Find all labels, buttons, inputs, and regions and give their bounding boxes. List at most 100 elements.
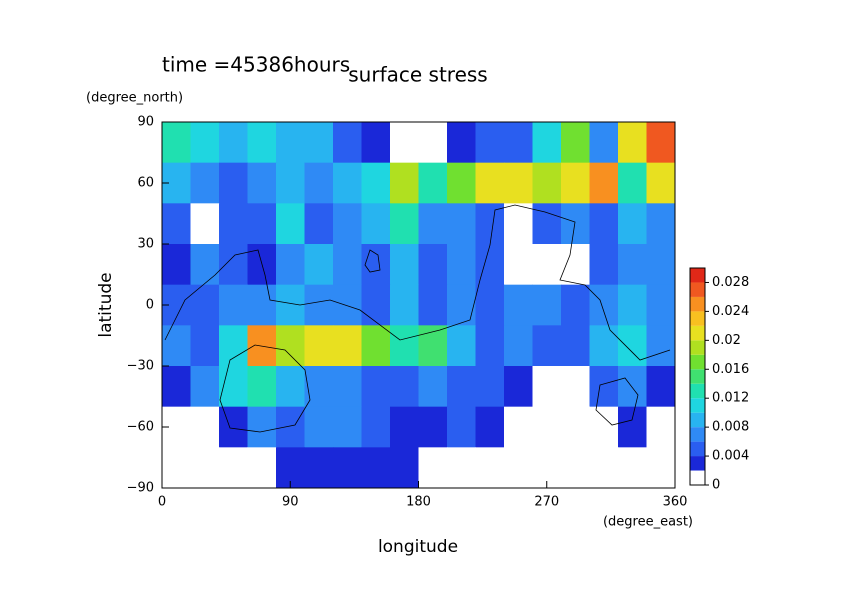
- cell: [162, 244, 191, 286]
- cell: [532, 366, 562, 408]
- cell: [190, 325, 220, 367]
- cell: [361, 122, 391, 164]
- cell: [247, 162, 277, 204]
- cell: [504, 284, 533, 326]
- colorbar-swatch: [690, 325, 705, 341]
- cell: [390, 122, 419, 164]
- cell: [646, 325, 676, 367]
- cell: [247, 366, 277, 408]
- colorbar-swatch: [690, 383, 705, 399]
- colorbar-swatch: [690, 296, 705, 312]
- cell: [589, 366, 619, 408]
- cell: [618, 447, 647, 489]
- cell: [561, 244, 590, 286]
- cell: [646, 162, 676, 204]
- cell: [447, 447, 476, 489]
- cell: [618, 325, 647, 367]
- cell: [333, 162, 362, 204]
- cell: [333, 447, 362, 489]
- cell: [532, 325, 562, 367]
- cell: [447, 366, 476, 408]
- cell: [646, 122, 676, 164]
- subtitle: time =45386hours: [162, 53, 350, 77]
- cell: [561, 366, 590, 408]
- cell: [561, 406, 590, 448]
- cell: [361, 325, 391, 367]
- cell: [276, 162, 305, 204]
- coastlines: [164, 204, 671, 433]
- x-tick-label: 0: [158, 495, 166, 510]
- cell: [561, 284, 590, 326]
- cell: [247, 203, 277, 245]
- cell: [190, 284, 220, 326]
- cell: [646, 284, 676, 326]
- cell: [190, 203, 220, 245]
- y-tick-label: 90: [137, 115, 154, 130]
- colorbar-swatch: [690, 441, 705, 457]
- cell: [589, 284, 619, 326]
- cell: [247, 447, 277, 489]
- cell: [475, 203, 505, 245]
- cell: [532, 203, 562, 245]
- cell: [390, 244, 419, 286]
- cell: [646, 244, 676, 286]
- cell: [418, 122, 448, 164]
- colorbar-swatch: [690, 369, 705, 384]
- cell: [532, 162, 562, 204]
- colorbar-swatch: [690, 354, 705, 370]
- cell: [618, 406, 647, 448]
- cell: [418, 447, 448, 489]
- x-axis-label: longitude: [378, 537, 458, 557]
- cell: [304, 447, 334, 489]
- colorbar-tick-label: 0: [712, 478, 720, 493]
- cell: [475, 162, 505, 204]
- colorbar-tick-label: 0.024: [712, 304, 749, 319]
- colorbar-frame: [689, 267, 706, 486]
- cell: [304, 366, 334, 408]
- cell: [504, 366, 533, 408]
- y-unit: (degree_north): [86, 91, 183, 106]
- cell: [390, 447, 419, 489]
- cell: [418, 203, 448, 245]
- cell: [504, 244, 533, 286]
- cell: [418, 244, 448, 286]
- cell: [475, 122, 505, 164]
- cell: [418, 284, 448, 326]
- cell: [447, 244, 476, 286]
- cell: [447, 284, 476, 326]
- cell: [162, 366, 191, 408]
- colorbar-tick-label: 0.028: [712, 275, 749, 290]
- cell: [447, 162, 476, 204]
- colorbar-swatch: [690, 268, 705, 283]
- cell: [247, 122, 277, 164]
- cell: [190, 366, 220, 408]
- cell: [190, 162, 220, 204]
- y-tick-label: −30: [127, 359, 154, 374]
- cell: [618, 122, 647, 164]
- colorbar-swatch: [690, 470, 705, 485]
- cell: [333, 122, 362, 164]
- cell: [447, 406, 476, 448]
- cell: [219, 406, 248, 448]
- cell: [361, 203, 391, 245]
- cell: [276, 366, 305, 408]
- y-tick-label: 0: [146, 298, 154, 313]
- cell: [475, 284, 505, 326]
- cell: [618, 203, 647, 245]
- colorbar-swatch: [690, 311, 705, 326]
- y-tick-label: 30: [137, 237, 154, 252]
- colorbar-tick-label: 0.004: [712, 449, 749, 464]
- cell: [361, 366, 391, 408]
- cell: [304, 244, 334, 286]
- colorbar-swatch: [690, 340, 705, 355]
- colorbar-tick-label: 0.012: [712, 391, 749, 406]
- cell: [447, 325, 476, 367]
- cell: [162, 203, 191, 245]
- cell: [162, 122, 191, 164]
- cell: [304, 203, 334, 245]
- cell: [475, 366, 505, 408]
- cell: [247, 406, 277, 448]
- cell: [618, 244, 647, 286]
- cell: [219, 366, 248, 408]
- colorbar-swatch: [690, 398, 705, 413]
